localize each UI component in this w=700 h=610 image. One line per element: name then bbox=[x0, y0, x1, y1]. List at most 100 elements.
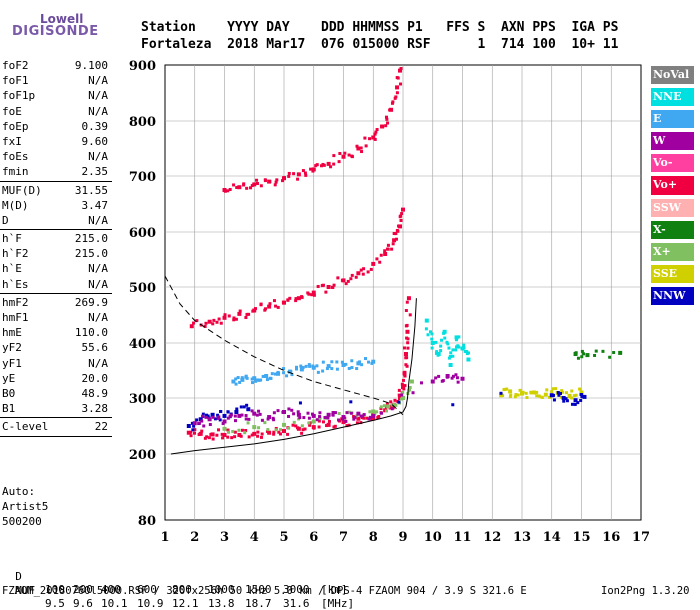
echo-point-fill bbox=[272, 430, 276, 434]
echo-point-fill bbox=[359, 421, 363, 425]
echo-point-fill bbox=[257, 426, 261, 430]
echo-point bbox=[406, 296, 411, 301]
echo-point-fill bbox=[332, 283, 336, 287]
param-row: foF1 N/A bbox=[0, 73, 112, 88]
echo-point-fill bbox=[239, 405, 243, 409]
echo-point bbox=[371, 359, 376, 364]
echo-point-fill bbox=[379, 406, 383, 410]
echo-point-fill bbox=[447, 356, 451, 360]
echo-point bbox=[401, 385, 405, 389]
echo-point bbox=[186, 430, 191, 435]
echo-point bbox=[237, 413, 242, 418]
echo-point-fill bbox=[304, 364, 308, 368]
echo-point-fill bbox=[330, 285, 334, 289]
echo-point bbox=[252, 308, 257, 313]
param-value: N/A bbox=[88, 104, 108, 118]
echo-point bbox=[282, 422, 286, 427]
echo-point bbox=[252, 431, 257, 436]
echo-point-fill bbox=[189, 430, 193, 434]
param-row: hmF1 N/A bbox=[0, 310, 112, 325]
echo-point-fill bbox=[560, 395, 564, 399]
echo-point bbox=[442, 329, 447, 334]
echo-point-fill bbox=[430, 337, 434, 341]
footer-muf-value: 18.7 bbox=[245, 597, 272, 610]
echo-point-fill bbox=[302, 416, 306, 420]
echo-point bbox=[356, 411, 361, 416]
echo-point-fill bbox=[268, 302, 272, 306]
echo-point-fill bbox=[260, 432, 264, 436]
echo-point-fill bbox=[243, 431, 247, 435]
echo-point-fill bbox=[221, 422, 225, 426]
y-tick-label: 500 bbox=[129, 281, 156, 296]
echo-point-fill bbox=[315, 418, 319, 422]
echo-point bbox=[508, 389, 513, 394]
echo-point-fill bbox=[562, 399, 566, 403]
echo-point-fill bbox=[277, 430, 281, 434]
echo-point-fill bbox=[364, 144, 368, 148]
echo-point-fill bbox=[303, 427, 307, 431]
param-value: 269.9 bbox=[74, 295, 108, 309]
echo-point-fill bbox=[255, 182, 259, 186]
footer-muf-value: 13.8 bbox=[208, 597, 235, 610]
echo-point-fill bbox=[462, 343, 466, 347]
echo-point-fill bbox=[406, 337, 410, 341]
echo-point bbox=[311, 290, 316, 295]
echo-point-fill bbox=[273, 183, 277, 187]
param-row: MUF(D) 31.55 bbox=[0, 183, 112, 198]
x-tick-label: 15 bbox=[572, 530, 590, 545]
echo-point-fill bbox=[434, 376, 438, 380]
echo-point bbox=[267, 415, 272, 420]
echo-point-fill bbox=[257, 409, 261, 413]
echo-point-fill bbox=[226, 435, 230, 439]
echo-point bbox=[234, 410, 239, 414]
footer-d-label: D bbox=[15, 570, 22, 583]
echo-point-fill bbox=[213, 417, 217, 421]
echo-point-fill bbox=[276, 409, 280, 413]
echo-point-fill bbox=[399, 218, 403, 222]
echo-point-fill bbox=[235, 407, 239, 411]
echo-point-fill bbox=[327, 419, 331, 423]
echo-point-fill bbox=[402, 346, 406, 350]
echo-point-fill bbox=[403, 374, 407, 378]
autoscaling-info: Auto: Artist5 500200 bbox=[2, 484, 48, 529]
echo-point-fill bbox=[217, 317, 221, 321]
y-tick-label: 800 bbox=[129, 115, 156, 130]
echo-point bbox=[311, 365, 316, 370]
echo-point-fill bbox=[384, 124, 388, 128]
echo-point-fill bbox=[321, 360, 325, 364]
echo-point-fill bbox=[219, 409, 223, 413]
legend-item-nne: NNE bbox=[651, 88, 694, 107]
x-tick-label: 13 bbox=[513, 530, 531, 545]
echo-point-fill bbox=[573, 402, 577, 406]
echo-point-fill bbox=[254, 307, 258, 311]
echo-point-fill bbox=[403, 384, 407, 388]
echo-point-fill bbox=[204, 321, 208, 325]
echo-point-fill bbox=[226, 189, 230, 193]
echo-point-fill bbox=[309, 167, 313, 171]
echo-point-fill bbox=[360, 363, 364, 367]
echo-point-fill bbox=[454, 348, 458, 352]
echo-point-fill bbox=[389, 400, 393, 404]
echo-point bbox=[267, 304, 272, 309]
echo-point-fill bbox=[298, 401, 302, 405]
echo-point-fill bbox=[443, 336, 447, 340]
echo-point-fill bbox=[276, 305, 280, 309]
echo-point-fill bbox=[419, 381, 423, 385]
echo-point-fill bbox=[394, 232, 398, 236]
echo-point-fill bbox=[250, 409, 254, 413]
echo-point-fill bbox=[389, 404, 393, 408]
echo-point-fill bbox=[193, 428, 197, 432]
echo-point-fill bbox=[354, 275, 358, 279]
echo-point bbox=[341, 420, 346, 425]
echo-point-fill bbox=[379, 405, 383, 409]
echo-point bbox=[252, 182, 257, 187]
echo-point-fill bbox=[336, 276, 340, 280]
echo-point-fill bbox=[292, 172, 296, 176]
echo-point-fill bbox=[450, 376, 454, 380]
echo-point-fill bbox=[259, 302, 263, 306]
echo-point bbox=[383, 252, 388, 256]
echo-point bbox=[371, 409, 376, 414]
param-row: B0 48.9 bbox=[0, 386, 112, 401]
param-row: B1 3.28 bbox=[0, 401, 112, 416]
echo-point-fill bbox=[245, 186, 249, 190]
